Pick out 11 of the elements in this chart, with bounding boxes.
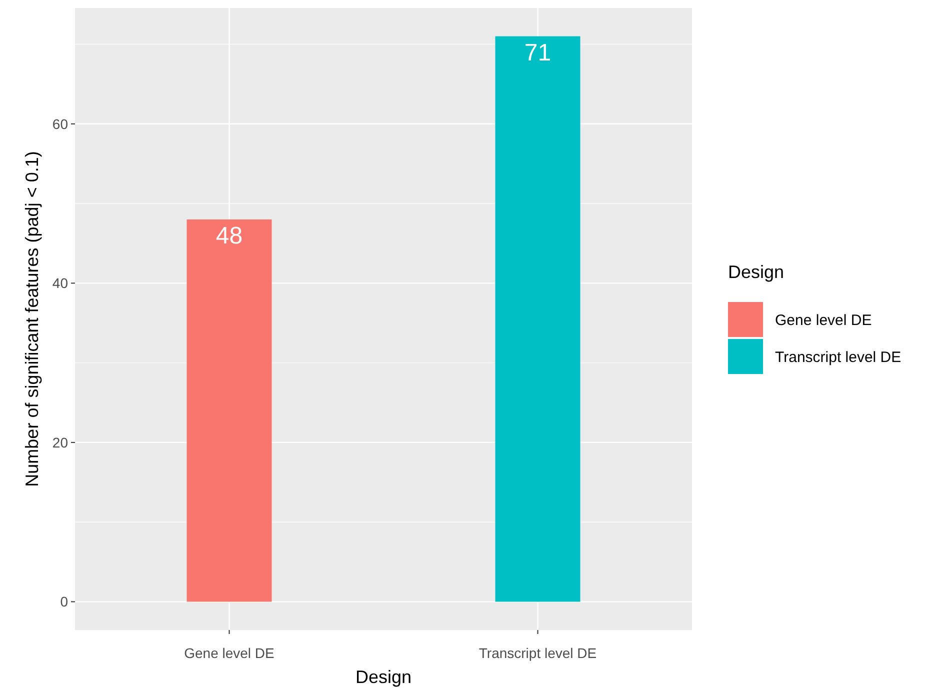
- legend-title: Design: [728, 262, 784, 282]
- y-tick-label: 40: [52, 275, 68, 292]
- y-tick-label: 0: [60, 594, 68, 610]
- legend-label: Gene level DE: [775, 312, 872, 329]
- y-tick-label: 60: [52, 116, 68, 132]
- y-tick-label: 20: [52, 434, 68, 450]
- x-axis-title: Design: [355, 667, 412, 687]
- data-label: 48: [216, 222, 243, 250]
- data-label: 71: [524, 39, 552, 66]
- legend-label: Transcript level DE: [775, 348, 902, 366]
- y-axis-title: Number of significant features (padj < 0.1): [22, 151, 42, 487]
